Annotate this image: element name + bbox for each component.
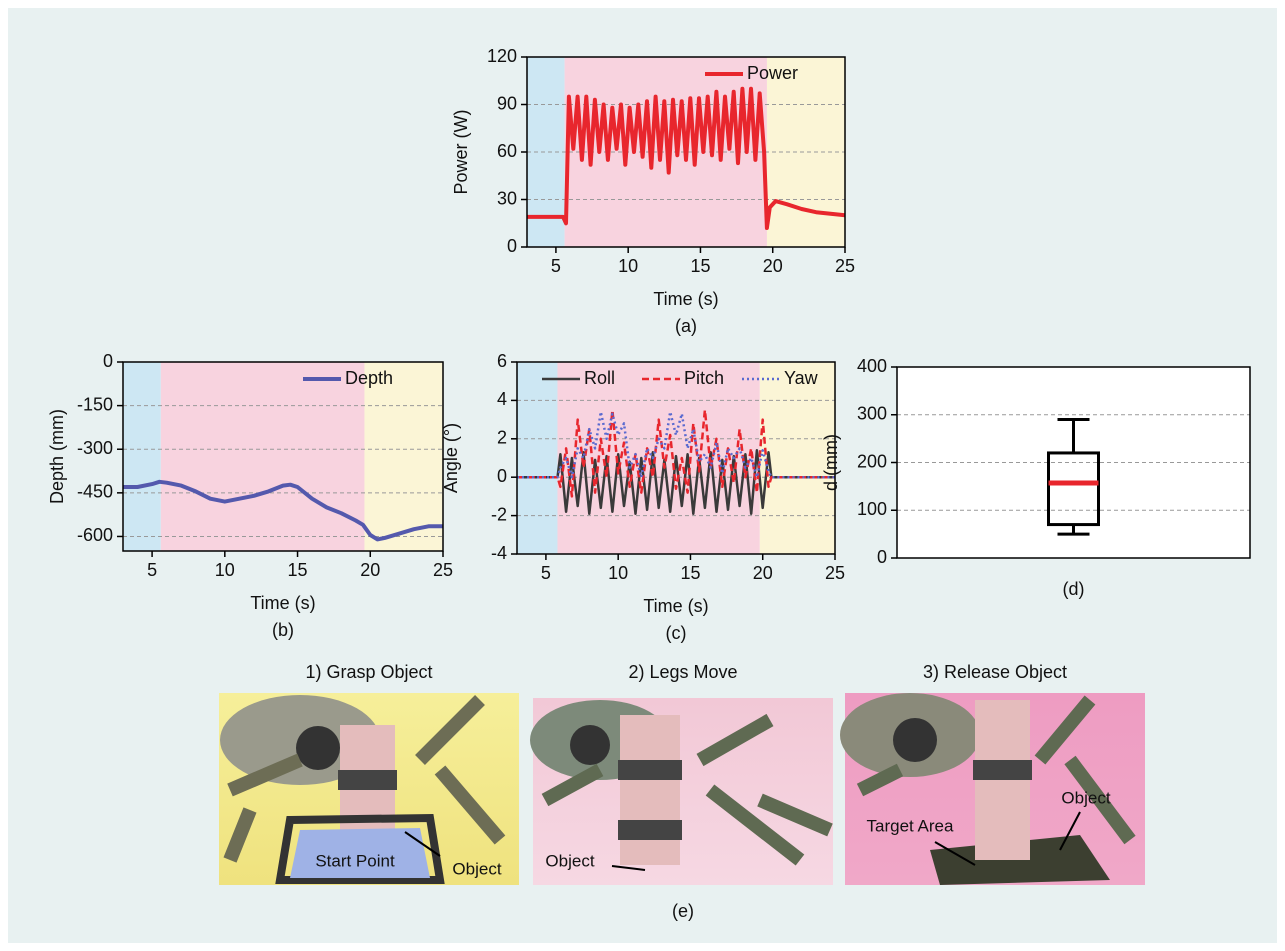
- y-tick-label: 0: [497, 466, 507, 486]
- panel-caption: (c): [666, 623, 687, 643]
- x-axis-label: Time (s): [250, 593, 315, 613]
- y-axis-label: Angle (°): [441, 423, 461, 493]
- x-tick-label: 5: [541, 563, 551, 583]
- region: [517, 362, 557, 554]
- photo-label: Target Area: [867, 816, 954, 835]
- legend-label: Pitch: [684, 368, 724, 388]
- y-tick-label: 4: [497, 389, 507, 409]
- x-tick-label: 25: [433, 560, 453, 580]
- y-tick-label: 300: [857, 404, 887, 424]
- region: [161, 362, 365, 551]
- panel-caption: (d): [1063, 579, 1085, 599]
- y-tick-label: 30: [497, 188, 517, 208]
- x-tick-label: 20: [753, 563, 773, 583]
- y-tick-label: 90: [497, 93, 517, 113]
- x-axis-label: Time (s): [653, 289, 718, 309]
- x-tick-label: 5: [147, 560, 157, 580]
- x-tick-label: 10: [618, 256, 638, 276]
- y-axis-label: d (mm): [821, 434, 841, 491]
- legend-label: Yaw: [784, 368, 819, 388]
- y-tick-label: 100: [857, 499, 887, 519]
- x-tick-label: 15: [690, 256, 710, 276]
- x-tick-label: 20: [763, 256, 783, 276]
- legend-label: Power: [747, 63, 798, 83]
- y-tick-label: 120: [487, 46, 517, 66]
- legend-label: Depth: [345, 368, 393, 388]
- y-tick-label: 0: [507, 236, 517, 256]
- figure: 1) Grasp Object 2) Legs Move 3) Release …: [0, 0, 1285, 951]
- y-tick-label: 60: [497, 141, 517, 161]
- y-tick-label: 400: [857, 356, 887, 376]
- region: [364, 362, 443, 551]
- photo-label: Start Point: [315, 851, 395, 870]
- y-axis-label: Depth (mm): [47, 409, 67, 504]
- panel-caption: (e): [672, 901, 694, 921]
- x-tick-label: 20: [360, 560, 380, 580]
- x-tick-label: 5: [551, 256, 561, 276]
- photo-label: Object: [545, 851, 594, 870]
- y-tick-label: -150: [77, 394, 113, 414]
- y-tick-label: -300: [77, 438, 113, 458]
- y-tick-label: -4: [491, 543, 507, 563]
- photo-label: Object: [452, 859, 501, 878]
- region: [123, 362, 161, 551]
- x-tick-label: 25: [825, 563, 845, 583]
- photo: Target Area Object: [840, 693, 1145, 885]
- region: [767, 57, 845, 247]
- x-tick-label: 25: [835, 256, 855, 276]
- photo-label: Object: [1061, 788, 1110, 807]
- x-tick-label: 15: [680, 563, 700, 583]
- x-tick-label: 15: [288, 560, 308, 580]
- photo: Object: [530, 698, 833, 885]
- legend-label: Roll: [584, 368, 615, 388]
- photo-title: 3) Release Object: [923, 662, 1067, 682]
- y-tick-label: -450: [77, 482, 113, 502]
- y-axis-label: Power (W): [451, 110, 471, 195]
- y-tick-label: 200: [857, 451, 887, 471]
- y-tick-label: -2: [491, 504, 507, 524]
- x-tick-label: 10: [608, 563, 628, 583]
- photo-title: 1) Grasp Object: [305, 662, 432, 682]
- y-tick-label: 2: [497, 428, 507, 448]
- y-tick-label: 0: [103, 351, 113, 371]
- photo-title: 2) Legs Move: [628, 662, 737, 682]
- y-tick-label: -600: [77, 525, 113, 545]
- panel-caption: (b): [272, 620, 294, 640]
- panel-caption: (a): [675, 316, 697, 336]
- y-tick-label: 0: [877, 547, 887, 567]
- x-tick-label: 10: [215, 560, 235, 580]
- y-tick-label: 6: [497, 351, 507, 371]
- x-axis-label: Time (s): [643, 596, 708, 616]
- photo: Start Point Object: [219, 693, 519, 885]
